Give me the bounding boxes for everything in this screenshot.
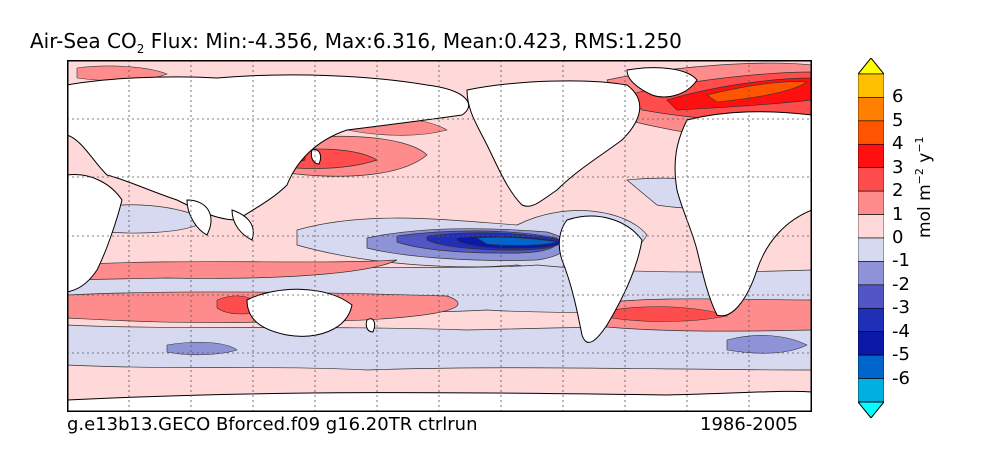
- se-asia: [231, 209, 254, 241]
- colorbar-tick-label: -2: [892, 273, 910, 295]
- colorbar-level: [858, 261, 884, 286]
- colorbar-level: [858, 354, 884, 379]
- colorbar-level: [858, 190, 884, 215]
- colorbar-tick-label: 3: [892, 156, 904, 178]
- south-america: [558, 215, 643, 343]
- colorbar-level: [858, 214, 884, 239]
- run-label: g.e13b13.GECO Bforced.f09 g16.20TR ctrlr…: [67, 414, 478, 435]
- colorbar-extend-bottom: [858, 401, 884, 418]
- colorbar-tick-label: 5: [892, 109, 904, 131]
- colorbar-level: [858, 378, 884, 403]
- years-label: 1986-2005: [700, 414, 799, 435]
- colorbar-level: [858, 237, 884, 262]
- colorbar-level: [858, 97, 884, 122]
- new-zealand: [365, 318, 376, 333]
- colorbar-tick-label: 2: [892, 180, 904, 202]
- japan: [310, 149, 322, 165]
- europe-africa-east: [674, 111, 812, 317]
- colorbar-tick-label: 1: [892, 203, 904, 225]
- colorbar-level: [858, 167, 884, 192]
- colorbar-level: [858, 284, 884, 309]
- colorbar-tick-label: -6: [892, 367, 910, 389]
- colorbar-tick-label: -1: [892, 250, 910, 272]
- colorbar-tick-label: -4: [892, 320, 910, 342]
- colorbar-level: [858, 307, 884, 333]
- greenland: [626, 67, 698, 98]
- colorbar-level: [858, 73, 884, 98]
- colorbar-tick-label: -5: [892, 344, 910, 366]
- colorbar-level: [858, 120, 884, 145]
- africa: [67, 174, 123, 293]
- colorbar-tick-label: 6: [892, 86, 904, 108]
- colorbar-tick-label: -3: [892, 297, 910, 319]
- north-america: [466, 80, 641, 207]
- india: [186, 199, 212, 236]
- flux-map: [67, 60, 812, 412]
- map-frame: [67, 60, 812, 412]
- colorbar-tick-label: 4: [892, 133, 904, 155]
- colorbar: [858, 58, 884, 418]
- colorbar-tick-label: 0: [892, 227, 904, 248]
- colorbar-extend-top: [858, 58, 884, 75]
- figure-title: Air-Sea CO2 Flux: Min:-4.356, Max:6.316,…: [30, 29, 682, 56]
- colorbar-unit-label: mol m−2 y−1: [913, 136, 935, 238]
- australia: [246, 288, 353, 337]
- colorbar-level: [858, 143, 884, 169]
- graticule: [67, 60, 812, 412]
- colorbar-level: [858, 331, 884, 356]
